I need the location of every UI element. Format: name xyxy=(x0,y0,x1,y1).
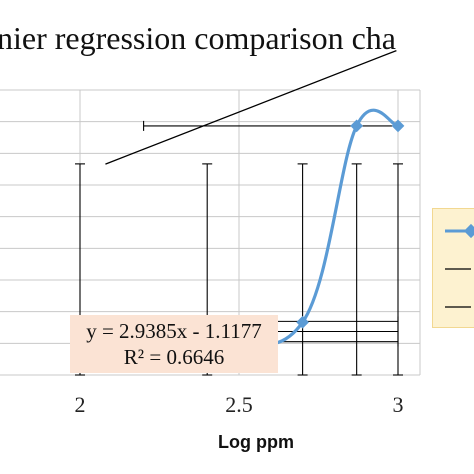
x-tick-labels: 2 2.5 3 xyxy=(75,392,404,417)
x-tick-label: 3 xyxy=(393,392,404,417)
x-tick-label: 2.5 xyxy=(225,392,253,417)
trendline-r-squared: R² = 0.6646 xyxy=(123,345,225,369)
data-point-marker xyxy=(350,119,364,133)
data-point-marker xyxy=(391,119,405,133)
trendline-label: y = 2.9385x - 1.1177 R² = 0.6646 xyxy=(70,315,278,373)
chart-title: nier regression comparison cha xyxy=(0,20,396,56)
legend-swatches xyxy=(445,223,474,308)
legend xyxy=(432,208,474,328)
x-tick-label: 2 xyxy=(75,392,86,417)
trendline xyxy=(105,49,397,165)
trendline-group xyxy=(105,49,397,165)
x-axis-title: Log ppm xyxy=(218,432,294,452)
trendline-equation: y = 2.9385x - 1.1177 xyxy=(86,319,262,343)
legend-diamond-marker xyxy=(463,223,474,239)
data-point-marker xyxy=(296,315,309,329)
